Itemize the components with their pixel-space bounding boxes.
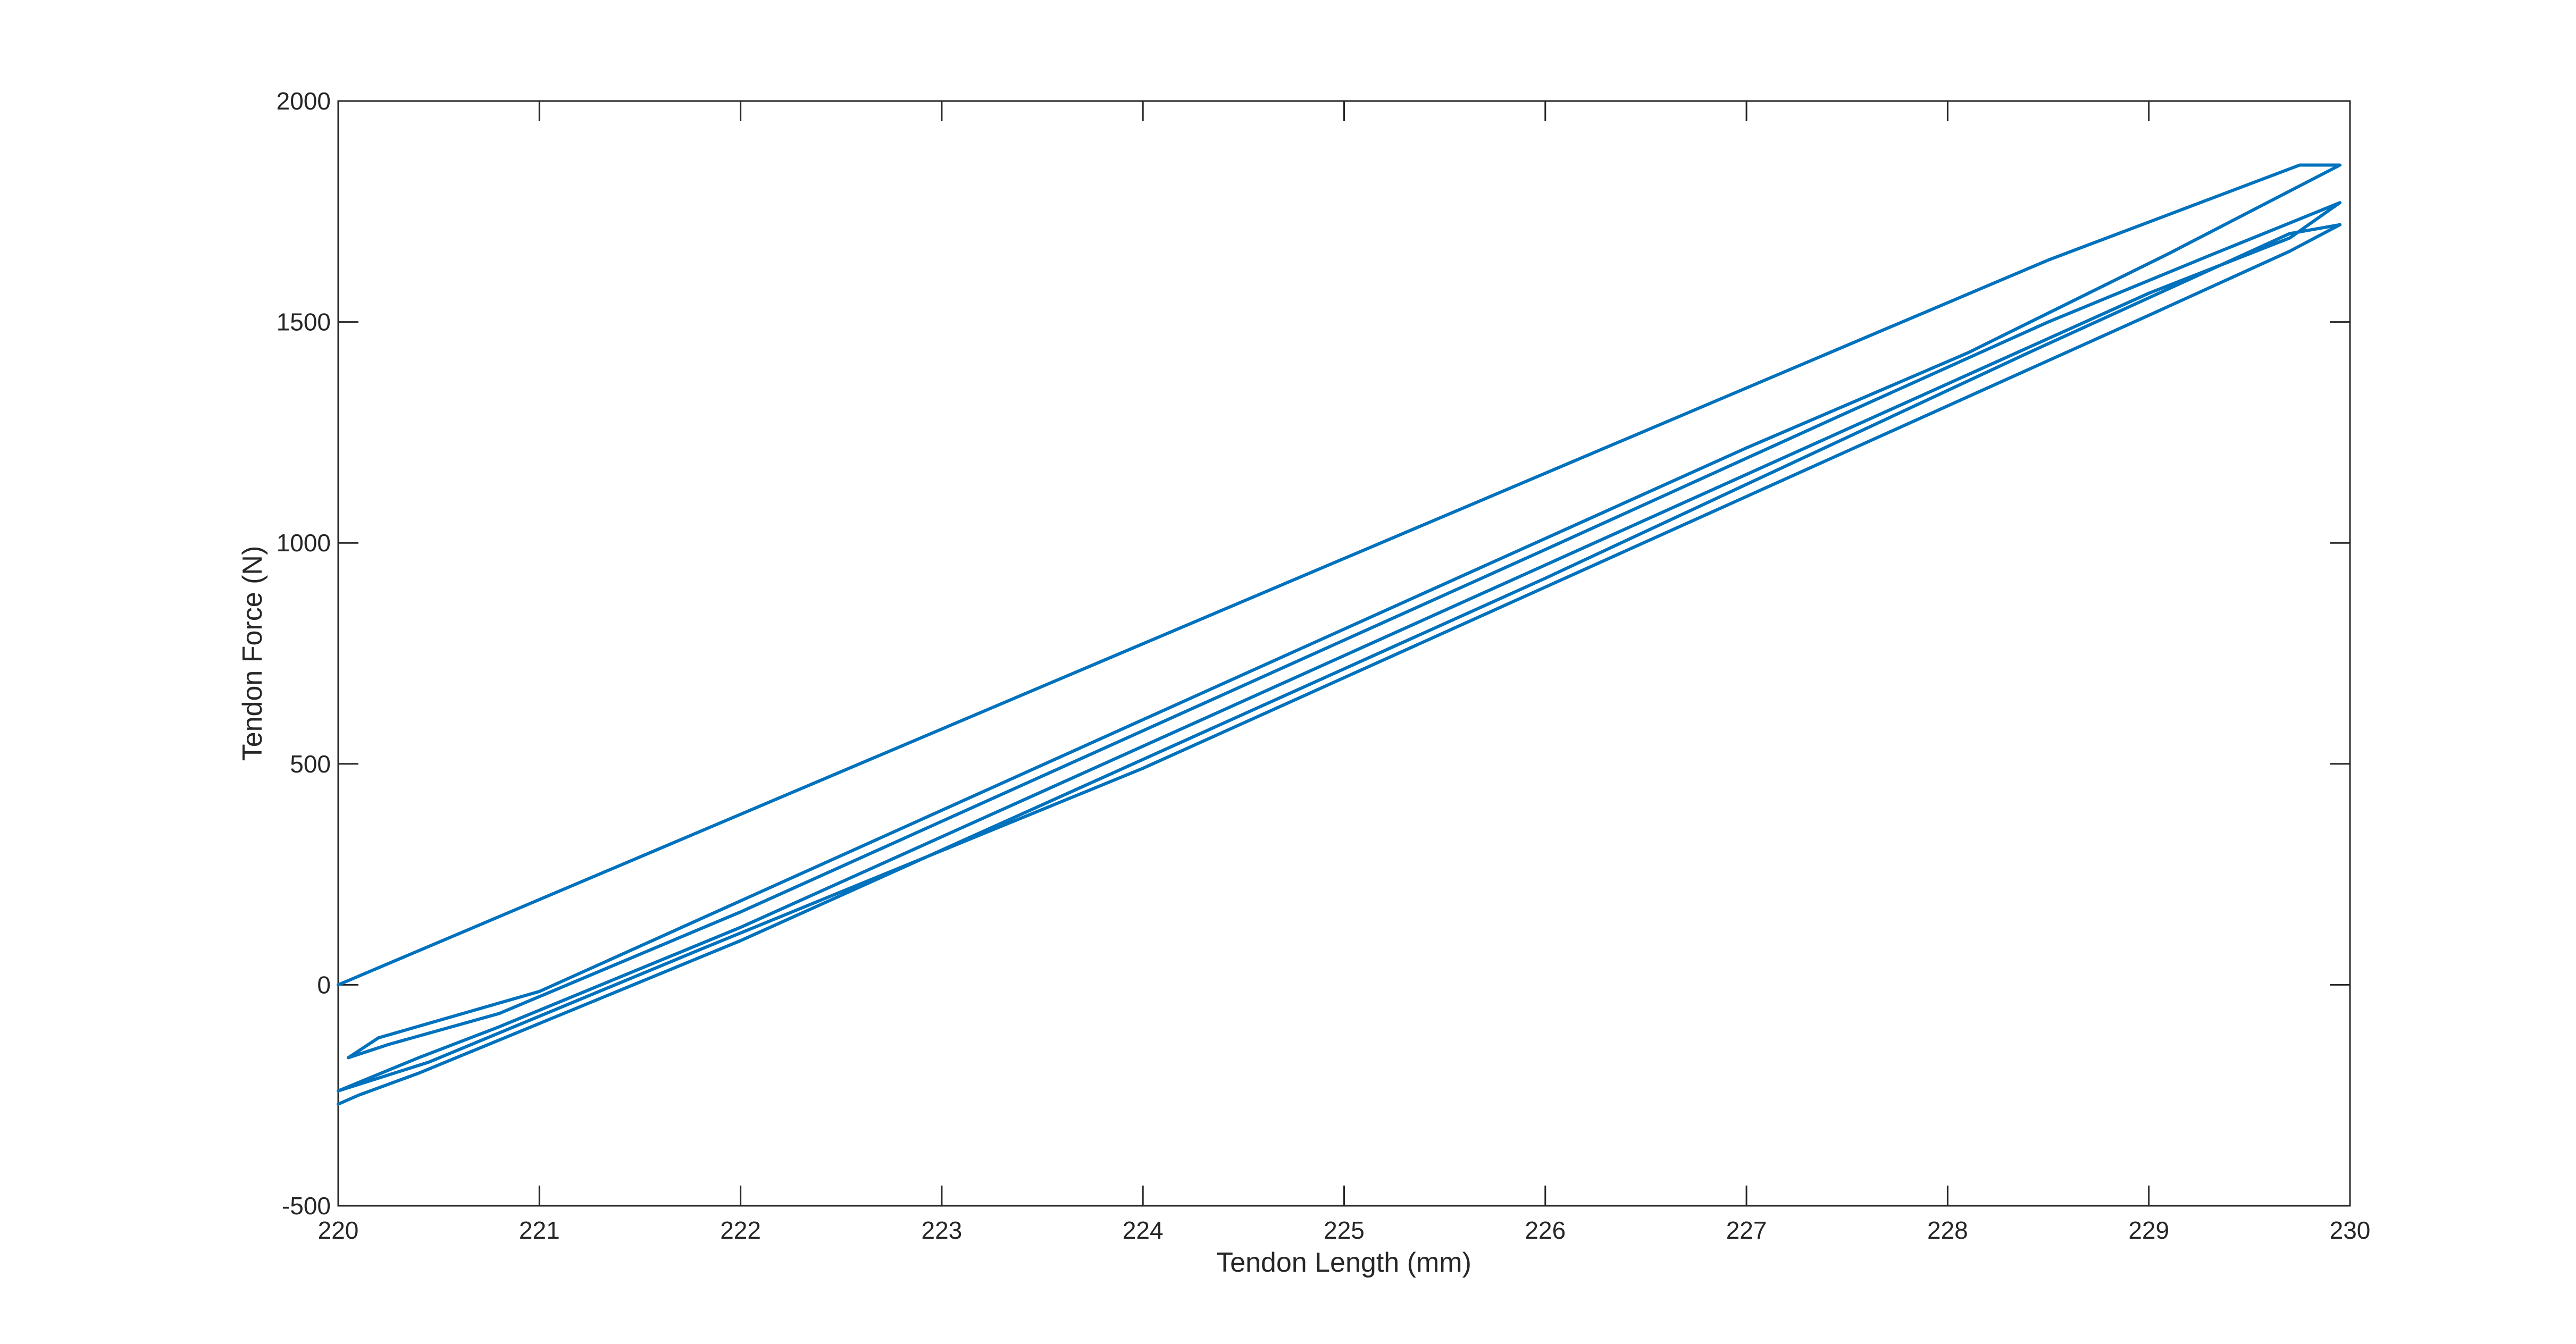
x-tick-label: 223 (922, 1216, 963, 1244)
x-tick-label: 229 (2128, 1216, 2169, 1244)
x-tick-label: 225 (1324, 1216, 1365, 1244)
y-tick-label: -500 (282, 1192, 331, 1220)
y-tick-label: 1000 (277, 529, 331, 557)
y-axis-ticks: -500 0 500 1000 1500 2000 (277, 87, 2350, 1220)
x-tick-label: 228 (1927, 1216, 1968, 1244)
x-axis-ticks: 220 221 222 223 224 225 226 227 228 229 230 (318, 101, 2371, 1244)
y-tick-label: 0 (317, 971, 331, 998)
x-tick-label: 227 (1726, 1216, 1767, 1244)
plot-area-frame (337, 100, 2351, 1207)
series-layer (337, 163, 2342, 1106)
y-tick-label: 500 (290, 750, 331, 778)
x-axis-label: Tendon Length (mm) (1216, 1247, 1471, 1278)
x-tick-label: 222 (720, 1216, 761, 1244)
x-tick-label: 226 (1525, 1216, 1566, 1244)
x-tick-label: 224 (1123, 1216, 1164, 1244)
series-line-1 (337, 163, 2342, 1106)
x-tick-label: 230 (2330, 1216, 2371, 1244)
x-tick-label: 220 (318, 1216, 359, 1244)
y-axis-label: Tendon Force (N) (237, 546, 268, 761)
y-tick-label: 2000 (277, 87, 331, 115)
x-tick-label: 221 (519, 1216, 560, 1244)
y-tick-label: 1500 (277, 308, 331, 336)
plot-axes: 220 221 222 223 224 225 226 227 228 229 230 -500 0 5… (277, 87, 2371, 1244)
